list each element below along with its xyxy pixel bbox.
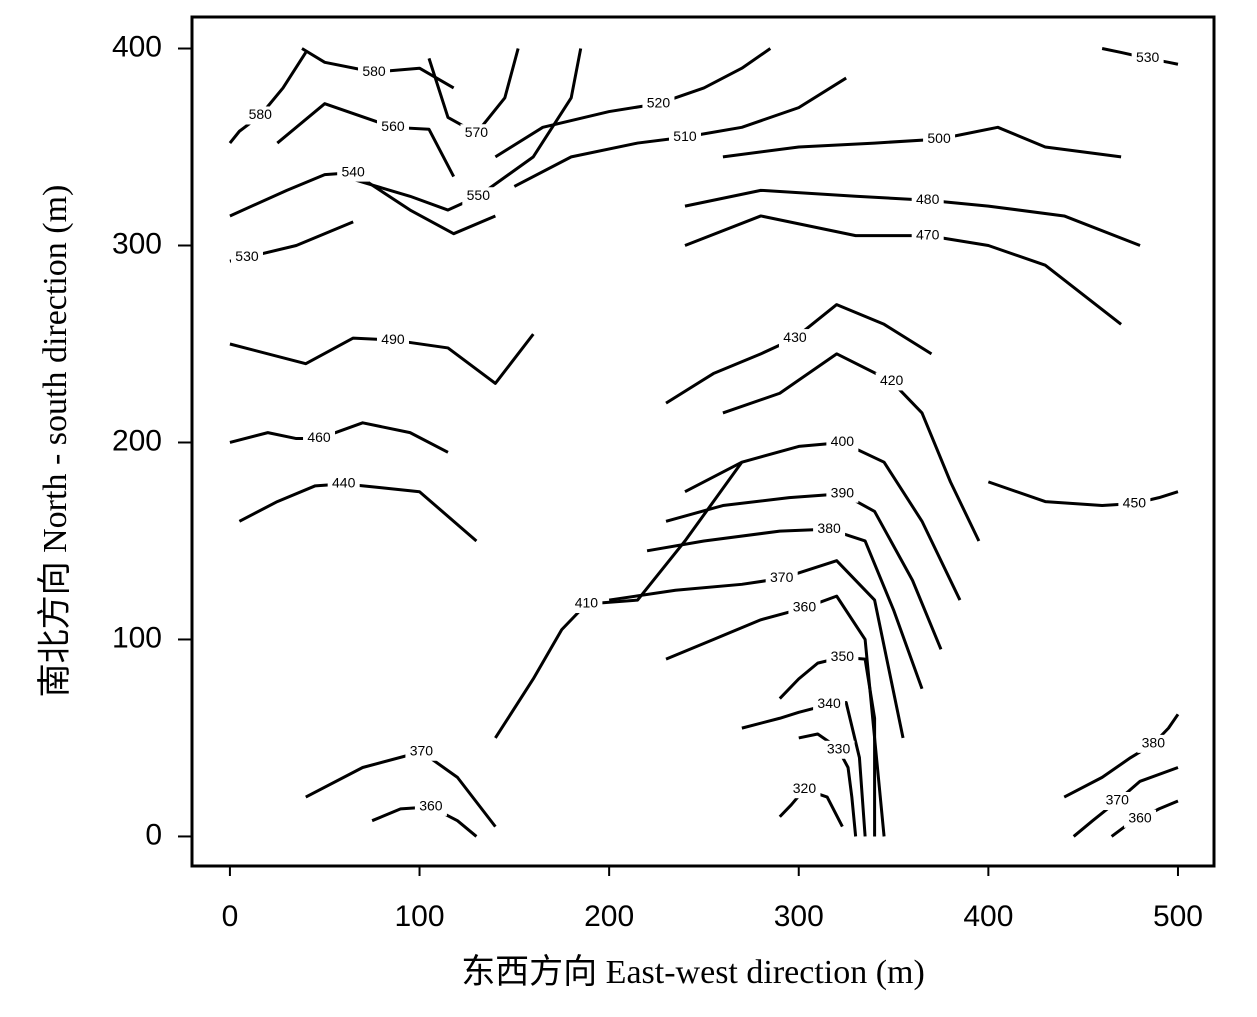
contour-label: 440 <box>332 475 356 491</box>
x-tick-label: 100 <box>395 900 445 933</box>
contour-label-bg <box>911 191 944 210</box>
contour-label: 410 <box>575 595 599 611</box>
contour-label-bg <box>822 740 855 759</box>
x-tick-label: 200 <box>584 900 634 933</box>
contour-label-bg <box>813 695 846 714</box>
contour-label: 360 <box>793 599 817 615</box>
contour-line <box>1063 713 1180 799</box>
contour-label: 550 <box>467 187 491 203</box>
contour-label-bg <box>570 595 603 614</box>
contour-line <box>722 125 1122 159</box>
contour-label: 460 <box>307 429 331 445</box>
contour-line <box>684 214 1123 326</box>
contour-label-bg <box>462 187 495 206</box>
contour-label: 350 <box>831 648 855 664</box>
contour-label: 420 <box>880 372 904 388</box>
y-tick-label: 300 <box>112 227 162 260</box>
contour-label-bg <box>303 429 336 448</box>
contour-label: 320 <box>793 780 817 796</box>
contour-label-bg <box>778 329 811 348</box>
contour-label: 530 <box>235 248 259 264</box>
contour-label-bg <box>826 484 859 503</box>
contour-label: 380 <box>817 520 841 536</box>
contour-label-bg <box>376 118 409 137</box>
contour-label-bg <box>788 780 821 799</box>
contour-line <box>741 701 867 837</box>
contour-label: 370 <box>410 742 434 758</box>
contour-label-bg <box>826 433 859 452</box>
contour-label-bg <box>668 128 701 147</box>
contour-label-bg <box>826 648 859 667</box>
contour-label-bg <box>230 248 263 267</box>
contour-label: 530 <box>1136 49 1160 65</box>
y-tick-label: 100 <box>112 621 162 654</box>
contour-label: 450 <box>1123 494 1147 510</box>
contour-label: 370 <box>1106 792 1130 808</box>
contour-label: 490 <box>381 331 405 347</box>
contour-label: 400 <box>831 433 855 449</box>
x-tick-label: 400 <box>963 900 1013 933</box>
contour-label: 570 <box>465 124 489 140</box>
contour-label-bg <box>460 124 493 143</box>
contour-label: 470 <box>916 226 940 242</box>
contour-label-bg <box>788 598 821 617</box>
contour-label-bg <box>405 742 438 761</box>
contour-label: 540 <box>341 163 365 179</box>
contour-label-bg <box>244 106 277 125</box>
contour-label: 580 <box>249 106 273 122</box>
contour-label-bg <box>1118 494 1151 513</box>
contour-label: 520 <box>647 94 671 110</box>
contour-line <box>427 48 520 135</box>
contour-line <box>987 480 1179 508</box>
contour-label-bg <box>337 163 370 182</box>
y-tick-label: 400 <box>112 30 162 63</box>
contour-label: 560 <box>381 118 405 134</box>
plot-frame <box>190 15 1216 868</box>
contour-label: 360 <box>1128 809 1152 825</box>
y-axis-title: 南北方向 North - south direction (m) <box>36 185 74 698</box>
contour-line <box>494 461 744 739</box>
y-tick-label: 200 <box>112 424 162 457</box>
contour-label: 330 <box>827 740 851 756</box>
contour-label-bg <box>1101 791 1134 810</box>
y-tick-label: 0 <box>145 818 162 851</box>
contour-label: 370 <box>770 569 794 585</box>
contour-label: 340 <box>817 695 841 711</box>
x-tick-label: 0 <box>222 900 239 933</box>
x-axis-title: 东西方向 East-west direction (m) <box>461 953 925 991</box>
contour-label-bg <box>1137 734 1170 753</box>
contour-label-bg <box>813 520 846 539</box>
contour-line <box>646 527 924 690</box>
contour-line <box>608 559 905 739</box>
contour-label-bg <box>327 474 360 493</box>
contour-label: 580 <box>362 63 386 79</box>
contour-label-bg <box>414 797 447 816</box>
contour-label: 380 <box>1142 735 1166 751</box>
contour-line <box>229 421 449 454</box>
contour-label-bg <box>1131 49 1164 68</box>
contour-label: 430 <box>783 329 807 345</box>
contour-label: 510 <box>673 128 697 144</box>
contour-label-bg <box>642 94 675 113</box>
contour-label-bg <box>765 569 798 588</box>
x-tick-label: 300 <box>774 900 824 933</box>
contour-label-bg <box>1124 809 1157 828</box>
contour-label-bg <box>875 372 908 391</box>
contour-line <box>494 47 772 159</box>
contour-label: 360 <box>419 798 443 814</box>
x-tick-label: 500 <box>1153 900 1203 933</box>
contour-label-bg <box>911 226 944 245</box>
contour-label: 500 <box>927 130 951 146</box>
contour-label-bg <box>376 331 409 350</box>
contour-label-bg <box>923 130 956 149</box>
contour-line <box>305 750 497 828</box>
contour-label: 480 <box>916 191 940 207</box>
contour-label-bg <box>358 63 391 82</box>
contour-label: 390 <box>831 484 855 500</box>
